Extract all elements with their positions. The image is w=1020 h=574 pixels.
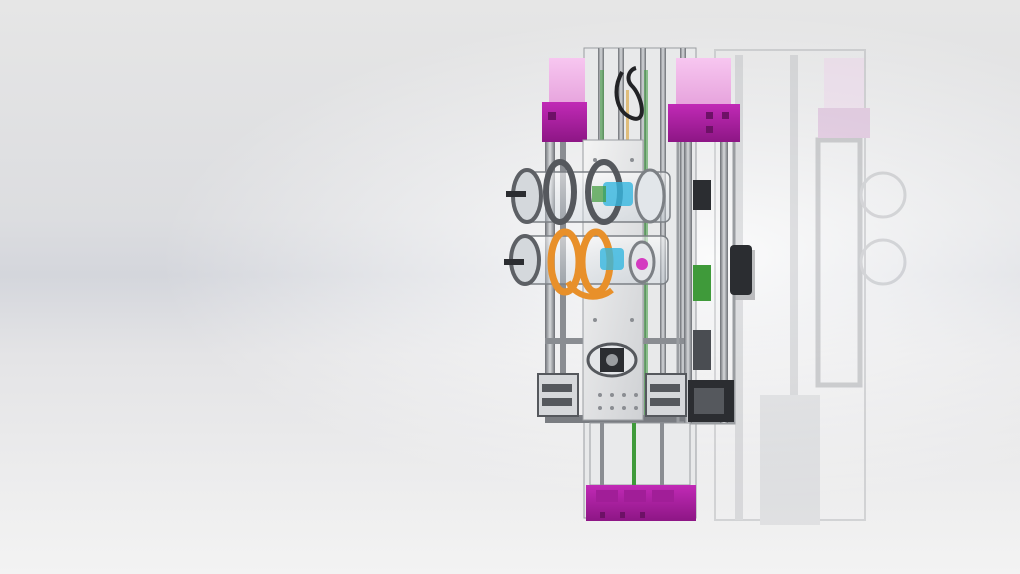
main-robot — [504, 47, 752, 521]
